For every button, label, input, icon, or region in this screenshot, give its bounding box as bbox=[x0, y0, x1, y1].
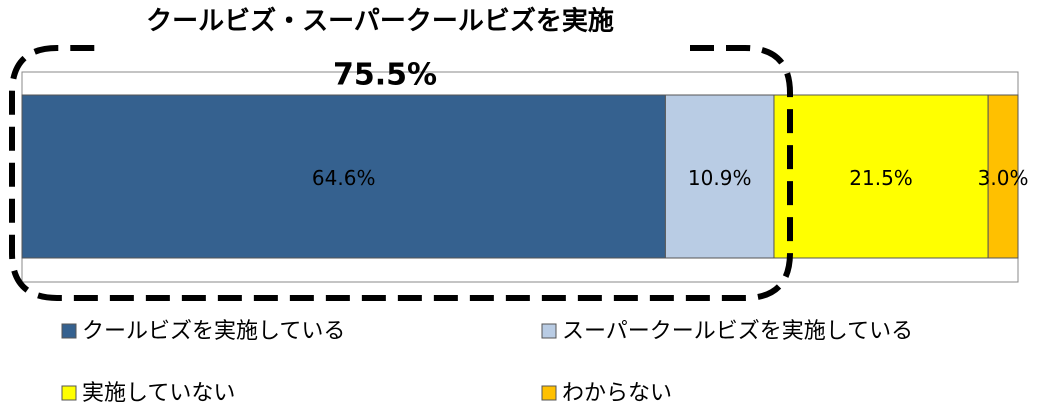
highlight-box bbox=[9, 45, 793, 301]
data-label: 3.0% bbox=[978, 166, 1029, 190]
legend-swatch bbox=[541, 385, 557, 401]
annotation: 75.5% bbox=[333, 58, 437, 93]
data-label: 21.5% bbox=[849, 166, 913, 190]
legend-swatch bbox=[61, 323, 77, 339]
bar-segment bbox=[773, 94, 989, 259]
legend-label: スーパークールビズを実施している bbox=[562, 319, 913, 344]
bar-segment bbox=[987, 94, 1019, 259]
legend-label: クールビズを実施している bbox=[82, 319, 345, 344]
legend-label: わからない bbox=[562, 381, 672, 406]
bar-segment bbox=[21, 94, 666, 259]
legend-swatch bbox=[61, 385, 77, 401]
data-label: 10.9% bbox=[688, 166, 752, 190]
data-label: 64.6% bbox=[312, 166, 376, 190]
legend-swatch bbox=[541, 323, 557, 339]
bars: 64.6% 10.9% 21.5% 3.0% bbox=[21, 94, 1029, 259]
chart-title: クールビズ・スーパークールビズを実施 bbox=[146, 6, 614, 37]
legend-label: 実施していない bbox=[82, 381, 235, 406]
bar-segment bbox=[664, 94, 775, 259]
